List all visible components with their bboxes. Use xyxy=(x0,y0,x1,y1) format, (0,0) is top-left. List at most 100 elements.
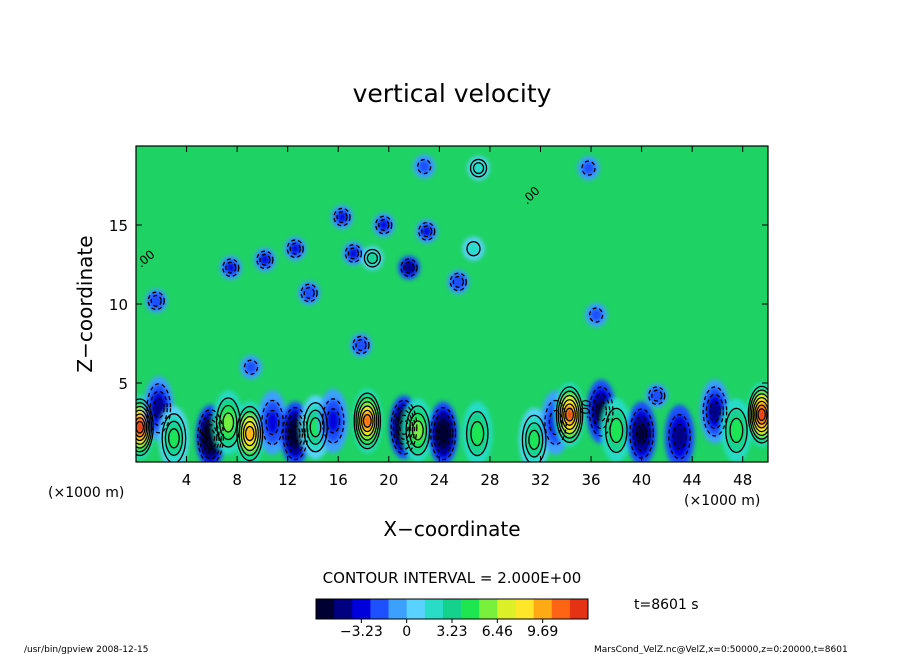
aloft-cell xyxy=(462,236,485,261)
footer-right: MarsCond_VelZ.nc@VelZ,x=0:50000,z=0:2000… xyxy=(594,645,848,654)
aloft-contour xyxy=(333,207,351,227)
surface-contour xyxy=(747,385,768,444)
colorbar-tick-label: 6.46 xyxy=(482,624,513,640)
colorbar-segment xyxy=(406,599,426,619)
x-unit-right: (×1000 m) xyxy=(684,493,760,509)
colorbar-tick-label: 9.69 xyxy=(527,624,558,640)
contour-interval: CONTOUR INTERVAL = 2.000E+00 xyxy=(323,569,582,587)
aloft-contour xyxy=(300,283,318,303)
colorbar xyxy=(316,599,589,619)
aloft-contour xyxy=(418,222,436,241)
surface-contour xyxy=(555,386,584,443)
surface-contour xyxy=(405,405,431,456)
x-tick-label: 24 xyxy=(430,471,449,489)
surface-contour xyxy=(702,386,728,437)
surface-contour xyxy=(465,410,489,457)
aloft-contour xyxy=(581,160,596,176)
y-axis-label: Z−coordinate xyxy=(73,235,97,372)
aloft-contour xyxy=(352,335,370,355)
aloft-contour xyxy=(400,258,418,277)
colorbar-segment xyxy=(316,599,335,619)
colorbar-segment xyxy=(497,599,516,619)
colorbar-segment xyxy=(533,599,553,619)
surface-contour xyxy=(605,407,628,454)
colorbar-segment xyxy=(569,599,589,619)
aloft-cell xyxy=(585,303,608,328)
surface-contour xyxy=(588,386,614,437)
footer-left: /usr/bin/gpview 2008-12-15 xyxy=(24,645,148,654)
aloft-cell xyxy=(298,280,321,305)
x-tick-label: 40 xyxy=(632,471,651,489)
surface-cell xyxy=(626,401,657,462)
colorbar-tick-label: 0 xyxy=(402,624,411,640)
colorbar-segment xyxy=(424,599,444,619)
aloft-contour xyxy=(648,386,666,405)
x-tick-label: 36 xyxy=(581,471,600,489)
surface-contour xyxy=(236,405,264,462)
surface-contour xyxy=(521,414,547,462)
aloft-cell xyxy=(413,154,436,179)
colorbar-ticks: −3.23 0 3.23 6.46 9.69 xyxy=(340,619,558,640)
aloft-contour xyxy=(466,241,481,257)
x-tick-label: 48 xyxy=(733,471,752,489)
colorbar-segment xyxy=(551,599,571,619)
x-tick-label: 8 xyxy=(232,471,242,489)
x-tick-label: 16 xyxy=(329,471,348,489)
colorbar-tick-label: −3.23 xyxy=(340,624,383,640)
colorbar-tick-label: 3.23 xyxy=(436,624,467,640)
time-label: t=8601 s xyxy=(634,597,699,613)
x-tick-label: 28 xyxy=(480,471,499,489)
surface-contour xyxy=(261,399,284,446)
aloft-contour xyxy=(222,258,240,277)
x-tick-label: 44 xyxy=(683,471,702,489)
x-tick-label: 20 xyxy=(379,471,398,489)
colorbar-segment xyxy=(442,599,462,619)
y-tick-label: 5 xyxy=(118,375,128,393)
x-tick-label: 32 xyxy=(531,471,550,489)
aloft-contour xyxy=(375,215,393,235)
x-axis-label: X−coordinate xyxy=(383,517,520,541)
aloft-contour xyxy=(363,248,382,268)
surface-contour xyxy=(321,398,345,444)
surface-contour xyxy=(725,407,748,454)
y-tick-label: 10 xyxy=(109,296,128,314)
chart-title: vertical velocity xyxy=(353,79,552,108)
contour-label-surface: .00 xyxy=(577,398,594,419)
aloft-cell xyxy=(577,156,600,181)
x-axis-ticks: 4 8 12 16 20 24 28 32 36 40 44 48 xyxy=(182,146,752,489)
surface-cell xyxy=(664,404,695,462)
colorbar-segment xyxy=(388,599,408,619)
aloft-contour xyxy=(243,359,259,375)
contour-lines xyxy=(136,158,768,462)
aloft-contour xyxy=(588,307,604,323)
y-tick-label: 15 xyxy=(109,217,128,235)
aloft-contour xyxy=(469,158,488,178)
aloft-contour xyxy=(286,239,304,259)
aloft-contour xyxy=(256,250,274,270)
surface-contour xyxy=(668,414,691,460)
colorbar-segment xyxy=(515,599,535,619)
aloft-contour xyxy=(147,291,165,311)
colorbar-segment xyxy=(461,599,480,619)
surface-contour xyxy=(430,406,457,461)
surface-contour xyxy=(353,392,382,450)
x-tick-label: 12 xyxy=(278,471,297,489)
surface-cell xyxy=(428,401,459,462)
x-unit-left: (×1000 m) xyxy=(48,485,124,501)
aloft-cell xyxy=(240,355,263,380)
aloft-contour xyxy=(417,158,432,175)
surface-contour xyxy=(161,413,187,462)
colorbar-segment xyxy=(370,599,390,619)
surface-cell xyxy=(158,406,189,462)
surface-cell xyxy=(352,388,383,453)
colorbar-segment xyxy=(352,599,371,619)
x-tick-label: 4 xyxy=(182,471,192,489)
aloft-contour xyxy=(344,244,363,263)
colorbar-segment xyxy=(334,599,353,619)
y-axis-ticks: 5 10 15 xyxy=(109,217,768,393)
plot-area xyxy=(136,146,768,462)
surface-contour xyxy=(146,383,172,434)
aloft-contour xyxy=(449,272,467,292)
aloft-cell xyxy=(253,247,276,272)
